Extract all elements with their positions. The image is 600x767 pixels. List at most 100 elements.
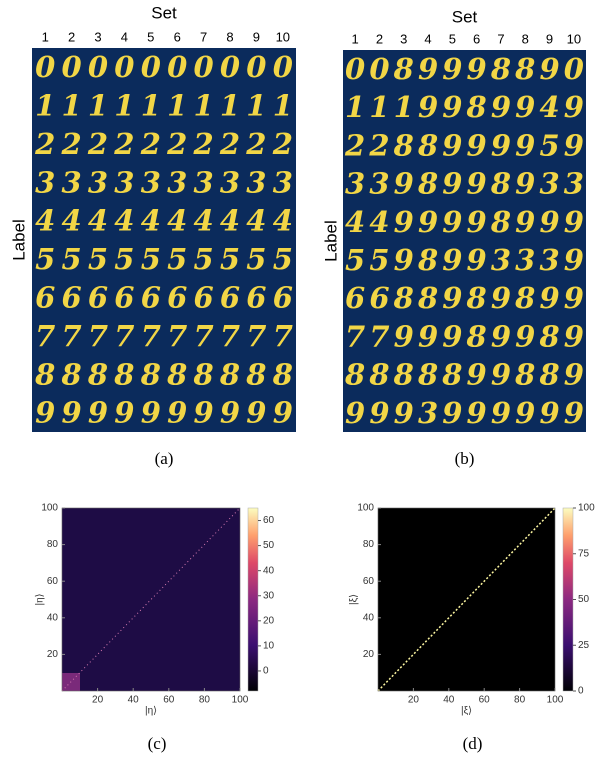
digit-image: 7 [62,319,82,353]
digit-image: 1 [220,89,240,123]
digit-image: 9 [491,319,511,353]
digit-image: 8 [417,128,438,162]
digit-image: 0 [141,50,161,84]
digit-image: 3 [345,167,365,201]
colorbar-tick-label: 30 [263,590,275,601]
digit-image: 9 [515,396,535,430]
digit-image: 8 [219,357,240,391]
x-tick-label: 60 [163,695,175,706]
digit-image: 7 [35,319,55,353]
digit-image: 3 [35,165,55,199]
digit-image: 9 [515,167,535,201]
colorbar [563,508,573,691]
digit-image: 8 [514,52,535,86]
digit-image: 4 [35,204,55,238]
x-tick-label: 60 [479,695,491,706]
digit-image: 3 [564,167,584,201]
digit-image: 9 [442,319,462,353]
digit-image: 9 [194,396,214,430]
column-label: 9 [546,31,553,46]
digit-image: 6 [194,281,214,315]
digit-image: 3 [194,165,214,199]
y-tick-label: 100 [357,503,374,514]
digit-image: 3 [539,167,559,201]
digit-image: 9 [467,243,487,277]
row-title: Label [321,220,340,262]
digit-image: 6 [35,281,55,315]
digit-image: 9 [515,319,535,353]
digit-image: 8 [272,357,293,391]
digit-image: 8 [514,358,535,392]
digit-image: 9 [564,128,584,162]
column-label: 6 [174,29,181,44]
x-axis-label: |ξ⟩ [461,706,472,717]
digit-image: 8 [393,281,414,315]
digit-image: 6 [88,281,108,315]
digit-image: 5 [220,242,240,276]
column-title: Set [452,7,478,26]
digit-image: 9 [564,358,584,392]
digit-image: 9 [246,396,266,430]
column-label: 4 [121,29,128,44]
x-axis-label: |η⟩ [145,706,157,717]
digit-image: 9 [515,90,535,124]
digit-image: 5 [167,242,187,276]
digit-image: 0 [246,50,266,84]
digit-image: 6 [246,281,266,315]
digit-image: 3 [369,167,389,201]
digit-image: 6 [345,281,365,315]
x-tick-label: 80 [199,695,211,706]
digit-image: 8 [538,358,559,392]
digit-image: 9 [467,396,487,430]
digit-image: 9 [515,205,535,239]
digit-image: 7 [88,319,108,353]
digit-image: 8 [466,319,487,353]
digit-image: 9 [394,396,414,430]
digit-image: 9 [418,90,438,124]
y-tick-label: 100 [41,503,58,514]
x-tick-label: 40 [443,695,455,706]
digit-image: 9 [491,396,511,430]
column-label: 3 [400,31,407,46]
digit-image: 2 [219,127,240,161]
digit-image: 1 [394,90,414,124]
digit-image: 1 [273,89,293,123]
digit-image: 2 [344,128,365,162]
digit-image: 4 [167,204,187,238]
y-tick-label: 40 [363,612,375,623]
y-axis-label: |ξ⟩ [349,594,360,605]
digit-image: 9 [564,90,584,124]
digit-image: 4 [369,205,389,239]
colorbar-tick-label: 0 [263,666,269,677]
digit-image: 9 [564,243,584,277]
digit-image: 0 [564,52,584,86]
digit-image: 3 [62,165,82,199]
column-label: 2 [376,31,383,46]
digit-image: 3 [515,243,535,277]
digit-image: 5 [114,242,134,276]
caption: (c) [148,734,167,753]
digit-image: 9 [418,52,438,86]
colorbar-tick-label: 0 [578,686,584,697]
digit-image: 2 [368,128,389,162]
digit-image: 8 [417,167,438,201]
digit-image: 4 [62,204,82,238]
x-tick-label: 40 [128,695,140,706]
digit-image: 9 [442,396,462,430]
digit-image: 3 [539,243,559,277]
colorbar-tick-label: 40 [263,565,275,576]
digit-image: 8 [490,52,511,86]
colorbar-tick-label: 50 [578,594,590,605]
y-tick-label: 60 [363,576,375,587]
digit-image: 8 [417,358,438,392]
digit-image: 8 [113,357,134,391]
digit-image: 5 [345,243,365,277]
column-label: 5 [449,31,456,46]
digit-image: 7 [220,319,240,353]
x-tick-label: 20 [408,695,420,706]
column-label: 7 [497,31,504,46]
digit-image: 8 [34,357,55,391]
digit-image: 1 [369,90,389,124]
digit-image: 9 [220,396,240,430]
column-label: 9 [253,29,260,44]
